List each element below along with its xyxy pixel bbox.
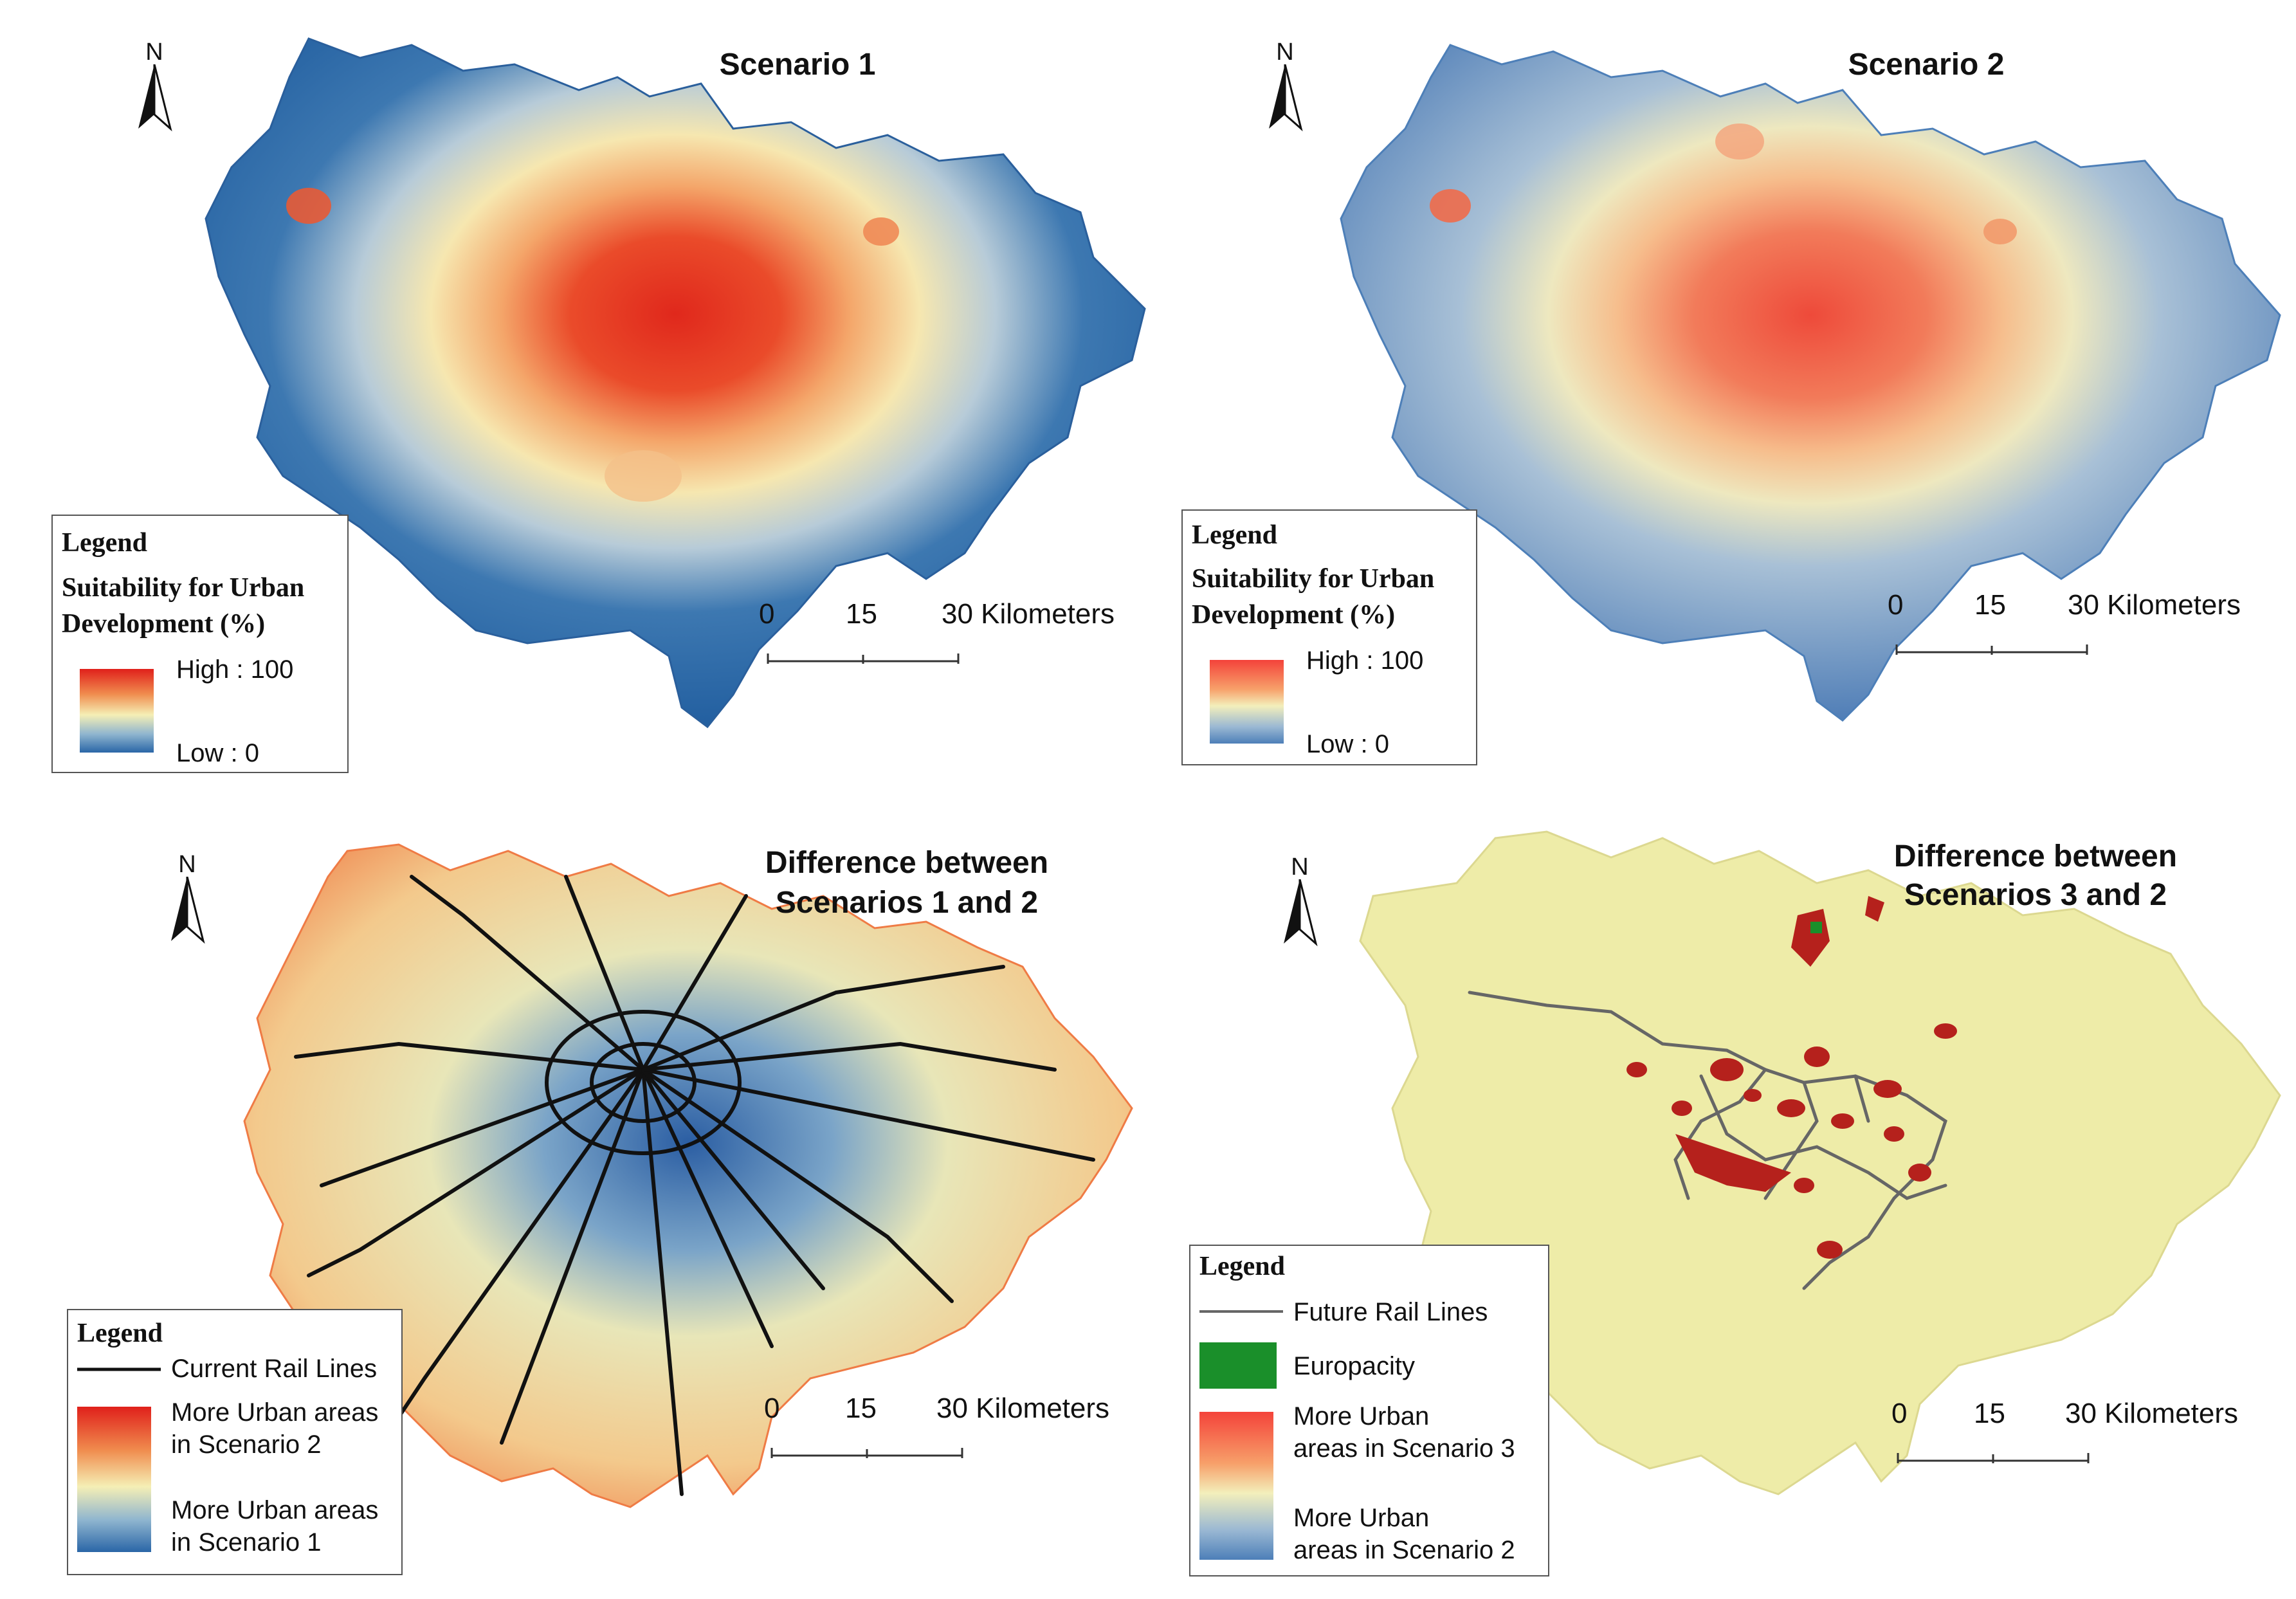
scale-bar-line bbox=[770, 1448, 963, 1458]
legend-rail-label: Current Rail Lines bbox=[171, 1355, 378, 1383]
legend-high-line-1: More Urban bbox=[1293, 1402, 1430, 1430]
legend-subtitle-1: Suitability for Urban bbox=[1192, 564, 1435, 594]
panel-title: Scenario 1 bbox=[719, 48, 876, 82]
scale-bar-line bbox=[1897, 1453, 2090, 1463]
scale-mid: 15 bbox=[1974, 589, 2006, 621]
legend-high-line-2: areas in Scenario 3 bbox=[1293, 1434, 1515, 1463]
north-label: N bbox=[178, 851, 196, 878]
panel-scenario-1: Scenario 1 N Legend Suitability for Urba… bbox=[0, 0, 1148, 800]
legend-box: Legend Current Rail Lines More Urban are… bbox=[67, 1309, 403, 1575]
scale-bar: 0 15 30 Kilometers bbox=[1888, 589, 2273, 673]
scale-end: 30 Kilometers bbox=[942, 598, 1115, 630]
legend-subtitle-2: Development (%) bbox=[62, 609, 266, 639]
north-arrow: N bbox=[1262, 39, 1307, 135]
scale-mid: 15 bbox=[846, 598, 877, 630]
legend-title: Legend bbox=[62, 528, 148, 558]
panel-title-line-2: Scenarios 3 and 2 bbox=[1904, 878, 2167, 912]
scale-zero: 0 bbox=[1888, 589, 1904, 621]
legend-title: Legend bbox=[1199, 1252, 1286, 1281]
panel-title-line-1: Difference between bbox=[765, 846, 1049, 880]
north-label: N bbox=[145, 39, 163, 66]
scale-bar-line bbox=[767, 653, 960, 664]
north-arrow-icon bbox=[1269, 64, 1303, 132]
scale-bar: 0 15 30 Kilometers bbox=[1888, 1398, 2273, 1481]
scale-end: 30 Kilometers bbox=[2065, 1398, 2239, 1429]
legend-high-line-2: in Scenario 2 bbox=[171, 1430, 322, 1459]
north-arrow-icon bbox=[138, 64, 172, 132]
north-arrow: N bbox=[1277, 854, 1322, 950]
scenario-1-map bbox=[205, 37, 1146, 729]
scale-end: 30 Kilometers bbox=[936, 1393, 1110, 1424]
legend-low-line-2: areas in Scenario 2 bbox=[1293, 1536, 1515, 1564]
legend-box: Legend Suitability for Urban Development… bbox=[51, 515, 349, 773]
future-rail-legend-swatch bbox=[1199, 1310, 1283, 1313]
scale-zero: 0 bbox=[759, 598, 775, 630]
rail-legend-swatch bbox=[77, 1367, 161, 1371]
legend-color-ramp bbox=[1199, 1412, 1273, 1560]
legend-color-ramp bbox=[1210, 660, 1284, 744]
scale-mid: 15 bbox=[845, 1393, 877, 1424]
legend-color-ramp bbox=[77, 1407, 151, 1552]
europacity-marker bbox=[1810, 922, 1822, 933]
scenario-2-map bbox=[1340, 44, 2281, 722]
panel-title-line-1: Difference between bbox=[1893, 839, 2178, 873]
legend-low-line-1: More Urban bbox=[1293, 1504, 1430, 1532]
scale-bar: 0 15 30 Kilometers bbox=[759, 598, 1145, 682]
panel-title-line-2: Scenarios 1 and 2 bbox=[775, 886, 1039, 920]
panel-difference-3-2: Difference between Scenarios 3 and 2 N L… bbox=[1148, 800, 2296, 1599]
scale-bar-line bbox=[1895, 644, 2088, 655]
legend-future-rail-label: Future Rail Lines bbox=[1293, 1298, 1488, 1326]
scale-mid: 15 bbox=[1974, 1398, 2005, 1429]
north-arrow: N bbox=[132, 39, 177, 135]
legend-low-line-1: More Urban areas bbox=[171, 1496, 379, 1524]
panel-scenario-2: Scenario 2 N Legend Suitability for Urba… bbox=[1148, 0, 2296, 800]
legend-color-ramp bbox=[80, 669, 154, 753]
panel-difference-1-2: Difference between Scenarios 1 and 2 N L… bbox=[0, 800, 1148, 1599]
legend-box: Legend Suitability for Urban Development… bbox=[1181, 509, 1477, 765]
legend-europacity-label: Europacity bbox=[1293, 1352, 1415, 1380]
legend-low-label: Low : 0 bbox=[1306, 730, 1389, 758]
north-arrow: N bbox=[165, 851, 210, 947]
legend-high-label: High : 100 bbox=[1306, 646, 1424, 675]
legend-subtitle-2: Development (%) bbox=[1192, 600, 1396, 630]
legend-high-line-1: More Urban areas bbox=[171, 1398, 379, 1427]
scale-bar: 0 15 30 Kilometers bbox=[759, 1393, 1145, 1476]
legend-high-label: High : 100 bbox=[176, 655, 294, 684]
difference-1-2-map bbox=[243, 843, 1133, 1508]
north-arrow-icon bbox=[171, 877, 205, 944]
legend-title: Legend bbox=[77, 1319, 163, 1348]
legend-subtitle-1: Suitability for Urban bbox=[62, 573, 305, 603]
legend-box: Legend Future Rail Lines Europacity More… bbox=[1189, 1245, 1549, 1576]
scale-zero: 0 bbox=[764, 1393, 780, 1424]
north-arrow-icon bbox=[1284, 879, 1318, 947]
scale-end: 30 Kilometers bbox=[2068, 589, 2241, 621]
current-rail-lines bbox=[294, 875, 1095, 1496]
legend-low-label: Low : 0 bbox=[176, 739, 259, 767]
scale-zero: 0 bbox=[1891, 1398, 1908, 1429]
legend-title: Legend bbox=[1192, 520, 1278, 550]
legend-low-line-2: in Scenario 1 bbox=[171, 1528, 322, 1557]
difference-3-2-map bbox=[1359, 830, 2281, 1495]
europacity-legend-swatch bbox=[1199, 1342, 1277, 1389]
north-label: N bbox=[1291, 854, 1309, 881]
north-label: N bbox=[1276, 39, 1294, 66]
panel-title: Scenario 2 bbox=[1848, 48, 2005, 82]
